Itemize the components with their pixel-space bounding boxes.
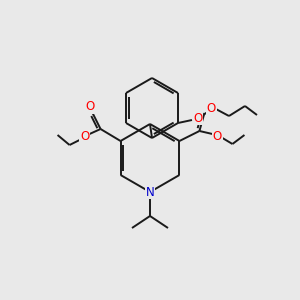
Text: O: O xyxy=(85,100,94,113)
Text: O: O xyxy=(194,112,202,124)
Text: O: O xyxy=(213,130,222,142)
Text: O: O xyxy=(80,130,89,143)
Text: O: O xyxy=(207,103,216,116)
Text: N: N xyxy=(146,185,154,199)
